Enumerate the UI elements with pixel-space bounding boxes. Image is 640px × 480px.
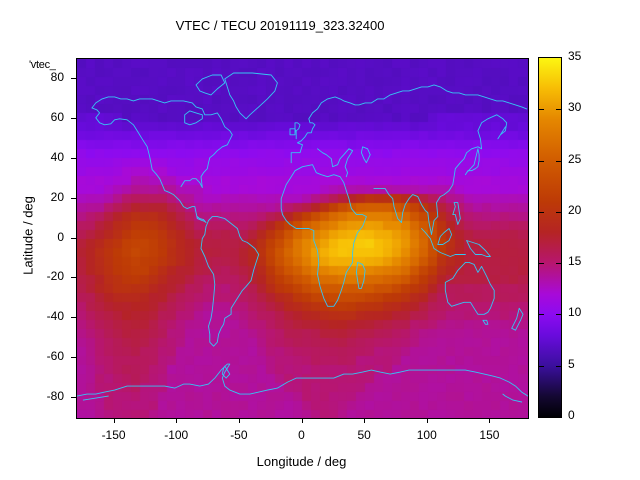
y-axis-tick-label: -60 <box>46 349 64 364</box>
vtec-map-plot-area <box>76 58 529 419</box>
y-axis-tick-label: -40 <box>46 309 64 324</box>
colorbar-tick-label: 20 <box>568 202 582 217</box>
y-axis-tick-label: 0 <box>57 229 64 244</box>
x-axis-tick-mark <box>238 418 240 423</box>
x-axis-tick-label: 50 <box>357 428 371 442</box>
colorbar-tick-mark <box>556 314 561 316</box>
y-axis-tick-mark <box>71 277 76 279</box>
y-axis-tick-mark <box>71 237 76 239</box>
colorbar-tick-label: 5 <box>568 356 575 371</box>
x-axis-tick-mark <box>489 418 491 423</box>
x-axis-tick-mark <box>364 418 366 423</box>
y-axis-tick-label: -20 <box>46 269 64 284</box>
page-title: VTEC / TECU 20191119_323.32400 <box>175 18 385 33</box>
colorbar-tick-mark <box>539 109 544 111</box>
vtec-heatmap-canvas <box>77 59 528 418</box>
colorbar-tick-label: 35 <box>568 49 582 63</box>
colorbar-tick-mark <box>556 211 561 213</box>
colorbar-tick-mark <box>556 365 561 367</box>
y-axis-tick-mark <box>71 157 76 159</box>
y-axis-tick-mark <box>71 117 76 119</box>
colorbar-tick-mark <box>539 211 544 213</box>
x-axis-tick-mark <box>176 418 178 423</box>
x-axis-tick-mark <box>301 418 303 423</box>
colorbar-tick-mark <box>539 314 544 316</box>
colorbar-tick-mark <box>539 160 544 162</box>
colorbar-gradient <box>539 58 561 417</box>
y-axis-tick-mark <box>71 317 76 319</box>
y-axis-tick-mark <box>71 197 76 199</box>
colorbar <box>538 57 562 418</box>
x-axis-tick-label: 100 <box>416 428 437 442</box>
colorbar-tick-mark <box>539 365 544 367</box>
colorbar-tick-label: 10 <box>568 305 582 320</box>
y-axis-tick-label: -80 <box>46 389 64 404</box>
x-axis-tick-label: 0 <box>298 428 305 442</box>
x-axis-tick-label: -150 <box>101 428 126 442</box>
y-axis-tick-mark <box>71 357 76 359</box>
y-axis-tick-mark <box>71 397 76 399</box>
x-axis-tick-mark <box>113 418 115 423</box>
x-axis-tick-mark <box>426 418 428 423</box>
y-axis-tick-mark <box>71 77 76 79</box>
colorbar-tick-label: 15 <box>568 254 582 269</box>
colorbar-tick-mark <box>556 160 561 162</box>
colorbar-tick-mark <box>539 263 544 265</box>
x-axis-tick-label: -100 <box>164 428 189 442</box>
colorbar-tick-mark <box>556 109 561 111</box>
y-axis-tick-label: 80 <box>50 69 64 84</box>
colorbar-tick-label: 0 <box>568 408 575 422</box>
colorbar-tick-mark <box>556 263 561 265</box>
x-axis-tick-label: -50 <box>230 428 248 442</box>
legend-key-label: 'vtec_ <box>29 59 56 71</box>
x-axis-title: Longitude / deg <box>256 454 347 469</box>
colorbar-tick-label: 25 <box>568 151 582 166</box>
y-axis-tick-label: 20 <box>50 189 64 204</box>
y-axis-tick-label: 60 <box>50 109 64 124</box>
x-axis-tick-label: 150 <box>479 428 500 442</box>
y-axis-tick-label: 40 <box>50 149 64 164</box>
colorbar-tick-label: 30 <box>568 100 582 115</box>
